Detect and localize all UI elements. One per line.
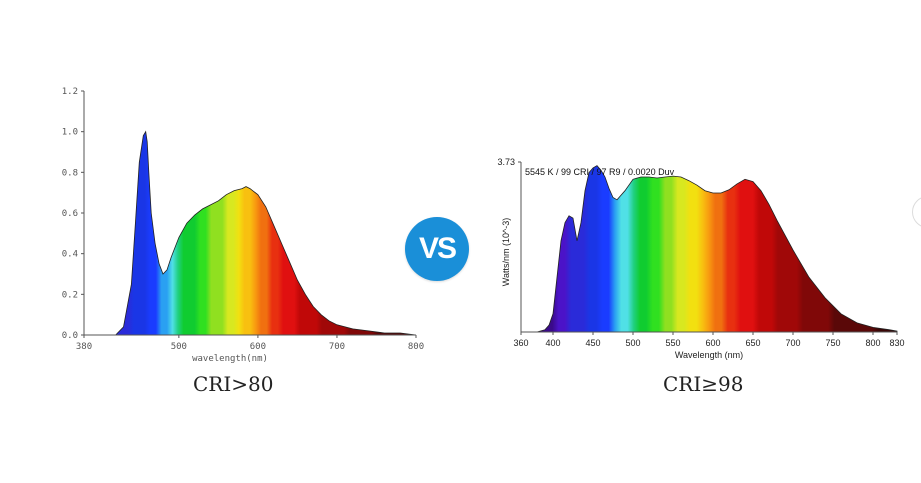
y-tick-label: 1.0 <box>62 128 78 138</box>
x-tick-label: 700 <box>785 338 800 348</box>
x-tick-label: 360 <box>513 338 528 348</box>
y-tick-label: 0.6 <box>62 209 78 219</box>
x-tick-label: 450 <box>585 338 600 348</box>
x-tick-label: 800 <box>865 338 880 348</box>
y-tick-label: 3.73 <box>497 157 515 167</box>
y-tick-label: 0.4 <box>62 250 78 260</box>
y-tick-label: 0.2 <box>62 290 78 300</box>
x-tick-label: 500 <box>171 342 187 352</box>
x-axis-label-1: wavelength(nm) <box>192 354 268 364</box>
x-tick-label: 600 <box>250 342 266 352</box>
spectrum-area-1 <box>84 130 417 336</box>
y-tick-label: 0.0 <box>62 331 78 341</box>
x-tick-label: 750 <box>825 338 840 348</box>
y-tick-label: 1.2 <box>62 87 78 97</box>
spectrum-area-2 <box>521 165 898 333</box>
x-tick-label: 550 <box>665 338 680 348</box>
x-tick-label: 400 <box>545 338 560 348</box>
x-tick-label: 600 <box>705 338 720 348</box>
x-tick-label: 500 <box>625 338 640 348</box>
x-tick-label: 380 <box>76 342 92 352</box>
x-tick-label: 800 <box>408 342 424 352</box>
x-tick-label: 700 <box>329 342 345 352</box>
chart-1: 380 500 600 700 800 0.0 0.2 0.4 0.6 0.8 1.0 1.2 wave… <box>62 87 424 364</box>
caption-left: CRI>80 <box>193 372 274 396</box>
caption-right: CRI≥98 <box>663 372 744 396</box>
x-tick-label: 650 <box>745 338 760 348</box>
x-axis-label-2: Wavelength (nm) <box>675 350 743 360</box>
y-tick-label: 0.8 <box>62 168 78 178</box>
spectrum-annotation: 5545 K / 99 CRI / 97 R9 / 0.0020 Duv <box>525 167 675 177</box>
x-tick-label: 830 <box>889 338 904 348</box>
y-axis-label-2: Watts/nm (10^-3) <box>501 218 511 286</box>
vs-badge: VS <box>405 217 469 281</box>
chart-2: 360 400 450 500 550 600 650 700 750 800 830 3.73 Wav… <box>497 157 904 360</box>
